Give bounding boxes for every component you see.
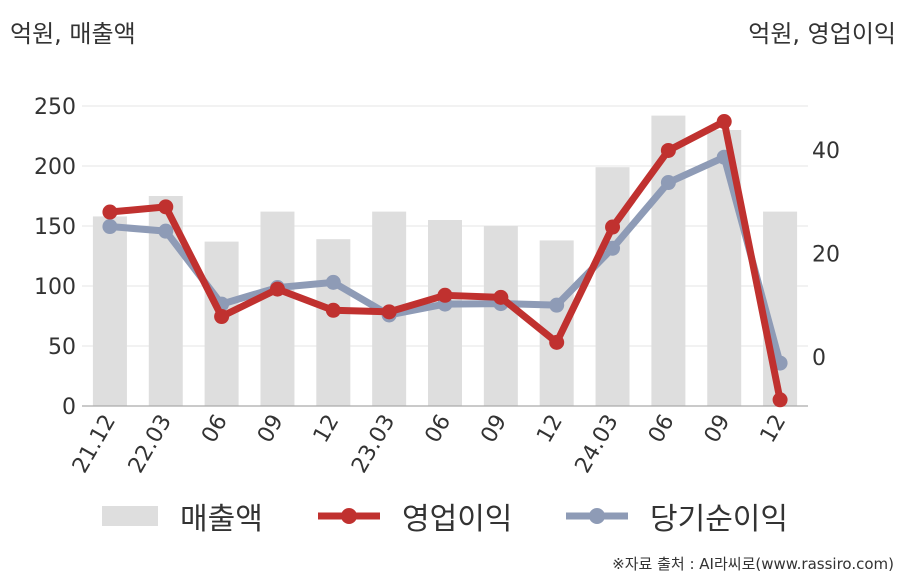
operating-profit-point bbox=[158, 199, 174, 215]
operating-profit-point bbox=[716, 114, 732, 130]
x-tick-label: 12 bbox=[309, 411, 345, 448]
source-note: ※자료 출처 : AI라씨로(www.rassiro.com) bbox=[612, 555, 894, 573]
net-income-point bbox=[660, 175, 676, 191]
net-income-point bbox=[102, 219, 118, 235]
x-tick-label: 22.03 bbox=[124, 411, 177, 478]
legend-item-net: 당기순이익 bbox=[566, 494, 788, 538]
operating-profit-point bbox=[493, 289, 509, 305]
x-tick-label: 09 bbox=[253, 411, 289, 448]
x-tick-label: 06 bbox=[197, 411, 233, 448]
right-axis-unit: 억원, 영업이익 bbox=[748, 20, 896, 48]
operating-profit-point bbox=[660, 142, 676, 158]
profit-lines bbox=[102, 114, 788, 408]
operating-profit-point bbox=[549, 334, 565, 350]
y-right-tick-label: 20 bbox=[812, 242, 840, 267]
revenue-bar bbox=[316, 239, 351, 406]
revenue-bar bbox=[428, 220, 462, 406]
revenue-bar bbox=[595, 167, 630, 406]
x-tick-label: 06 bbox=[421, 411, 457, 448]
legend-swatch-net bbox=[566, 508, 628, 524]
operating-profit-point bbox=[214, 309, 230, 325]
x-tick-label: 09 bbox=[700, 411, 736, 448]
operating-profit-point bbox=[437, 287, 453, 303]
legend-label-revenue: 매출액 bbox=[180, 502, 263, 537]
x-tick-label: 24.03 bbox=[571, 411, 624, 478]
x-tick-label: 12 bbox=[756, 411, 792, 448]
x-tick-label: 06 bbox=[644, 411, 680, 448]
y-left-tick-label: 200 bbox=[34, 155, 76, 180]
legend-item-operating: 영업이익 bbox=[318, 494, 512, 538]
revenue-bar bbox=[260, 211, 295, 406]
legend-swatch-revenue bbox=[102, 506, 158, 526]
net-income-point bbox=[325, 274, 341, 290]
x-tick-label: 21.12 bbox=[68, 411, 121, 478]
y-right-tick-label: 40 bbox=[812, 139, 840, 164]
x-tick-label: 09 bbox=[476, 411, 512, 448]
y-left-tick-label: 50 bbox=[48, 335, 76, 360]
operating-profit-point bbox=[102, 204, 118, 220]
operating-profit-point bbox=[381, 304, 397, 320]
left-axis-unit: 억원, 매출액 bbox=[10, 20, 136, 48]
operating-profit-point bbox=[605, 219, 621, 235]
revenue-bar bbox=[92, 216, 127, 406]
y-left-tick-label: 0 bbox=[62, 395, 76, 420]
legend: 매출액 영업이익 당기순이익 bbox=[0, 494, 908, 537]
net-income-point bbox=[549, 297, 565, 313]
operating-profit-point bbox=[269, 281, 285, 297]
revenue-bars bbox=[92, 115, 798, 406]
net-income-point bbox=[605, 240, 621, 256]
revenue-bar bbox=[651, 115, 686, 406]
net-income-point bbox=[158, 223, 174, 239]
operating-profit-point bbox=[772, 392, 788, 408]
y-right-tick-label: 0 bbox=[812, 346, 826, 371]
x-tick-label: 12 bbox=[532, 411, 568, 448]
y-left-tick-label: 150 bbox=[34, 215, 76, 240]
legend-item-revenue: 매출액 bbox=[102, 494, 263, 538]
x-tick-label: 23.03 bbox=[347, 411, 400, 478]
legend-label-operating: 영업이익 bbox=[402, 502, 513, 537]
operating-profit-point bbox=[325, 302, 341, 318]
y-left-tick-label: 100 bbox=[34, 275, 76, 300]
legend-label-net: 당기순이익 bbox=[650, 502, 788, 537]
y-left-tick-label: 250 bbox=[34, 95, 76, 120]
legend-swatch-operating bbox=[318, 508, 380, 524]
revenue-bar bbox=[483, 226, 518, 406]
